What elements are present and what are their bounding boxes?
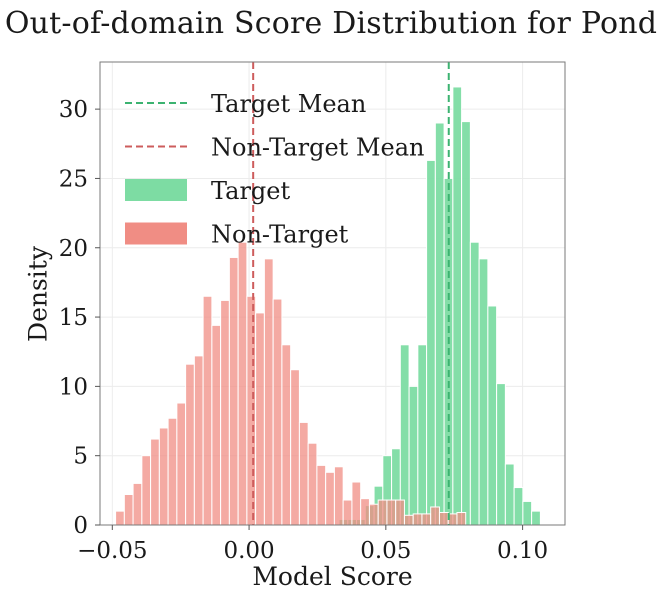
non-target-bar-12 (220, 299, 230, 526)
plot-frame (99, 61, 566, 526)
target-bar-21 (522, 500, 533, 526)
target-bar-8 (408, 385, 419, 526)
non-target-bar-8 (185, 363, 195, 526)
non-target-bar-9 (193, 355, 204, 526)
legend-item-target: Target (125, 177, 290, 205)
target-bar-20 (513, 487, 524, 526)
non-target-bar-3 (141, 455, 152, 526)
non-target-bar-14 (237, 241, 248, 526)
legend-label-0: Target Mean (211, 90, 366, 118)
target-bar-13 (452, 86, 463, 526)
y-tick-label-0: 0 (73, 513, 88, 539)
non-target-bar-5 (158, 427, 169, 526)
non-target-bar-31 (386, 499, 397, 526)
non-target-bar-16 (255, 312, 265, 526)
mean-lines (252, 62, 450, 525)
non-target-bar-22 (307, 442, 318, 526)
x-tick-label-2: 0.05 (360, 538, 411, 564)
non-target-bar-39 (456, 512, 467, 526)
non-target-bar-0 (115, 510, 125, 526)
target-bar-11 (434, 122, 445, 526)
histogram-bars (115, 86, 541, 526)
non-target-bar-6 (167, 417, 178, 526)
y-tick-label-2: 10 (59, 374, 88, 400)
target-bar-9 (417, 344, 428, 526)
target-bar-10 (426, 159, 436, 526)
non-target-bar-32 (395, 499, 405, 526)
non-target-bar-15 (246, 295, 257, 526)
axis-ticks: −0.05 0.00 0.05 0.10 0 5 10 15 20 25 30 (59, 97, 548, 564)
non-target-bar-27 (351, 481, 362, 526)
legend: Target Mean Non-Target Mean Target Non-Targ… (125, 90, 424, 249)
non-target-bar-20 (290, 369, 300, 526)
non-target-bar-36 (430, 506, 440, 526)
legend-label-2: Target (211, 177, 290, 205)
x-axis-label: Model Score (252, 562, 413, 591)
y-tick-label-6: 30 (59, 97, 88, 123)
non-target-bar-34 (412, 513, 423, 526)
non-target-bar-19 (281, 344, 292, 526)
non-target-bar-23 (316, 464, 327, 526)
target-bar-7 (399, 344, 410, 526)
non-target-bar-26 (342, 499, 353, 526)
y-tick-label-1: 5 (73, 444, 88, 470)
legend-item-non-target-mean: Non-Target Mean (125, 134, 424, 162)
non-target-bar-13 (228, 256, 239, 526)
chart-title: Out-of-domain Score Distribution for Pon… (4, 6, 658, 41)
non-target-bar-35 (421, 513, 432, 526)
non-target-bar-29 (368, 503, 379, 526)
legend-item-non-target: Non-Target (125, 221, 349, 249)
non-target-bar-30 (377, 499, 388, 526)
non-target-bar-11 (211, 324, 222, 526)
legend-label-1: Non-Target Mean (211, 134, 424, 162)
target-bar-17 (487, 305, 498, 526)
y-tick-label-3: 15 (59, 305, 88, 331)
legend-swatch-3 (125, 222, 187, 245)
x-tick-label-0: −0.05 (77, 538, 147, 564)
non-target-bar-21 (298, 421, 309, 526)
non-target-bar-37 (438, 512, 449, 526)
non-target-bar-4 (150, 438, 160, 526)
y-axis-label: Density (23, 246, 53, 342)
non-target-bar-2 (132, 482, 143, 526)
target-bar-19 (504, 463, 515, 526)
non-target-bar-28 (360, 498, 370, 526)
non-target-bar-25 (333, 466, 344, 526)
non-target-bar-1 (123, 494, 134, 526)
non-target-bar-7 (176, 402, 187, 526)
non-target-bar-18 (272, 298, 283, 526)
y-tick-label-4: 20 (59, 236, 88, 262)
non-target-bar-17 (263, 258, 274, 526)
target-bar-15 (469, 241, 480, 526)
target-bar-16 (478, 258, 489, 526)
x-tick-label-3: 0.10 (497, 538, 548, 564)
x-tick-label-1: 0.00 (223, 538, 274, 564)
non-target-bar-33 (403, 514, 414, 526)
legend-label-3: Non-Target (211, 221, 349, 249)
target-bar-22 (531, 510, 541, 526)
non-target-bar-24 (325, 471, 335, 526)
target-bar-18 (496, 383, 506, 526)
legend-item-target-mean: Target Mean (125, 90, 366, 118)
non-target-bar-10 (202, 295, 213, 526)
target-bar-14 (461, 121, 471, 526)
legend-swatch-2 (125, 179, 187, 201)
y-tick-label-5: 25 (59, 166, 88, 192)
